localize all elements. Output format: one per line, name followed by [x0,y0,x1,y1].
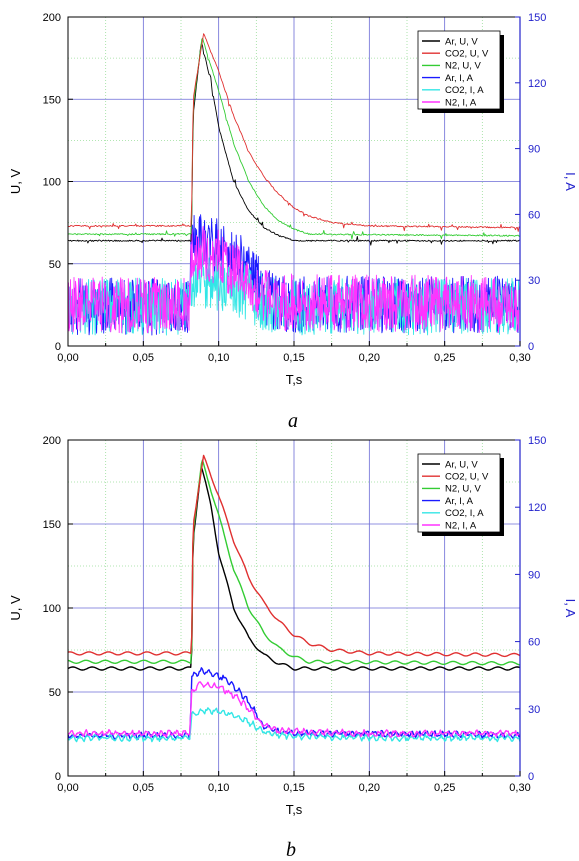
x-tick-label: 0,20 [359,352,380,364]
y-left-tick-label: 150 [43,94,61,106]
caption-b: b [286,839,296,861]
x-tick-label: 0,15 [283,782,304,794]
y-right-tick-label: 0 [528,341,534,353]
x-tick-label: 0,05 [133,782,154,794]
series-line-4 [68,251,520,336]
series-group [68,454,520,743]
y-right-axis-label: I, A [563,599,578,618]
y-left-axis-label: U, V [8,595,23,621]
y-left-tick-label: 0 [55,341,61,353]
y-right-tick-label: 0 [528,771,534,783]
y-left-tick-label: 100 [43,177,61,189]
x-tick-label: 0,00 [57,782,78,794]
legend-label-1: CO2, U, V [445,49,489,60]
y-right-tick-label: 120 [528,78,546,90]
series-line-1 [68,454,520,658]
y-right-tick-label: 90 [528,144,540,156]
legend-label-3: Ar, I, A [445,73,474,84]
x-tick-label: 0,00 [57,352,78,364]
y-right-tick-label: 150 [528,12,546,24]
y-left-tick-label: 50 [49,259,61,271]
y-left-tick-label: 100 [43,603,61,615]
x-tick-label: 0,15 [283,352,304,364]
x-tick-label: 0,05 [133,352,154,364]
series-line-2 [68,37,520,240]
legend-label-0: Ar, U, V [445,459,478,470]
series-line-2 [68,459,520,666]
y-right-tick-label: 30 [528,275,540,287]
x-axis-label: T,s [286,372,303,387]
series-line-3 [68,667,520,740]
panel-b: 0,00 0,05 0,10 0,15 0,20 0,25 0,30050100150200… [8,435,578,817]
y-left-tick-label: 0 [55,771,61,783]
legend-label-5: N2, I, A [445,97,477,108]
x-axis-label: T,s [286,802,303,817]
y-right-axis-label: I, A [563,172,578,191]
x-tick-label: 0,25 [434,782,455,794]
series-line-1 [68,33,520,232]
y-right-tick-label: 150 [528,435,546,447]
legend-label-1: CO2, U, V [445,472,489,483]
y-left-tick-label: 50 [49,687,61,699]
series-line-0 [68,42,520,246]
panel-a: 0,00 0,05 0,10 0,15 0,20 0,25 0,30050100150200… [8,12,578,387]
caption-a: a [288,410,298,432]
legend-box [417,30,501,110]
y-right-tick-label: 120 [528,502,546,514]
y-right-tick-label: 60 [528,209,540,221]
legend-label-4: CO2, I, A [445,85,484,96]
y-left-tick-label: 200 [43,435,61,447]
y-right-tick-label: 90 [528,569,540,581]
x-tick-label: 0,10 [208,352,229,364]
x-tick-label: 0,30 [509,352,530,364]
legend-label-2: N2, U, V [445,61,482,72]
legend-label-0: Ar, U, V [445,36,478,47]
series-group [68,33,520,336]
y-right-tick-label: 30 [528,704,540,716]
series-line-4 [68,707,520,743]
legend-box [417,453,501,533]
legend-label-3: Ar, I, A [445,496,474,507]
legend-label-4: CO2, I, A [445,508,484,519]
series-line-5 [68,681,520,738]
y-left-tick-label: 150 [43,519,61,531]
x-tick-label: 0,25 [434,352,455,364]
series-line-0 [68,465,520,671]
legend-label-2: N2, U, V [445,484,482,495]
x-tick-label: 0,10 [208,782,229,794]
y-left-tick-label: 200 [43,12,61,24]
legend-label-5: N2, I, A [445,520,477,531]
y-left-axis-label: U, V [8,169,23,195]
x-tick-label: 0,20 [359,782,380,794]
x-tick-label: 0,30 [509,782,530,794]
series-line-5 [68,226,520,334]
y-right-tick-label: 60 [528,637,540,649]
